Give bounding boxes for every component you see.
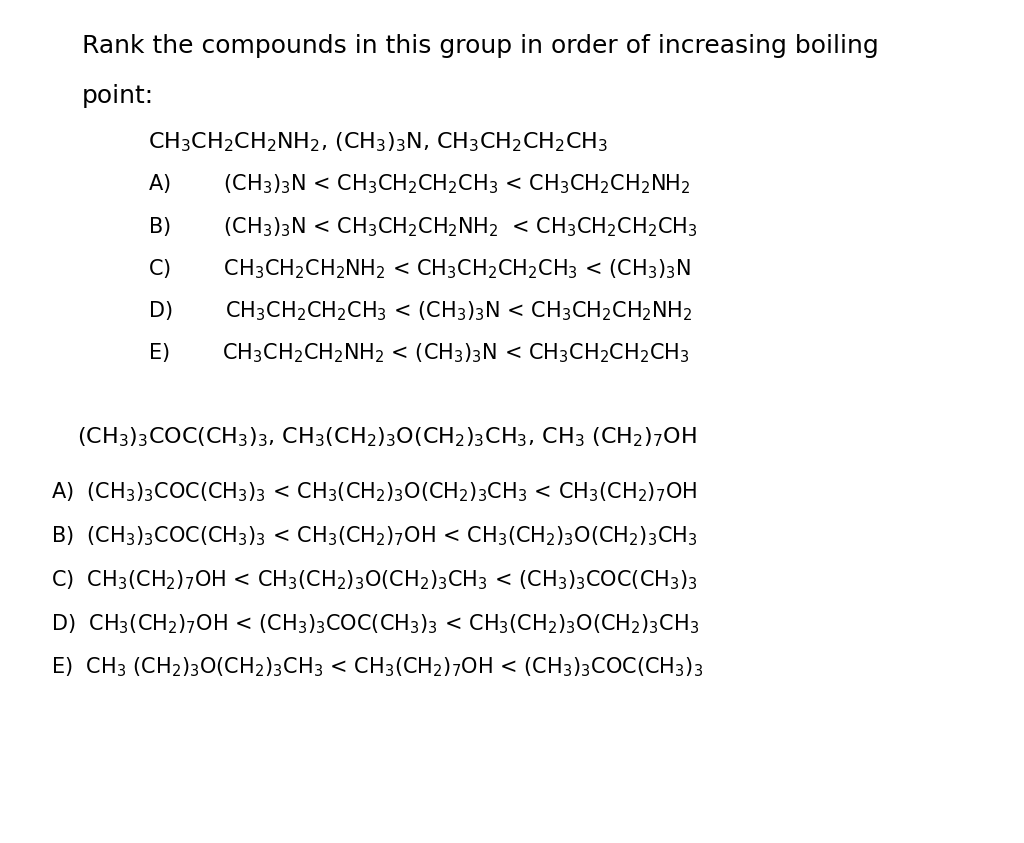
Text: (CH$_3$)$_3$COC(CH$_3$)$_3$, CH$_3$(CH$_2$)$_3$O(CH$_2$)$_3$CH$_3$, CH$_3$ (CH$_: (CH$_3$)$_3$COC(CH$_3$)$_3$, CH$_3$(CH$_… xyxy=(77,426,696,449)
Text: E)  CH$_3$ (CH$_2$)$_3$O(CH$_2$)$_3$CH$_3$ < CH$_3$(CH$_2$)$_7$OH < (CH$_3$)$_3$: E) CH$_3$ (CH$_2$)$_3$O(CH$_2$)$_3$CH$_3… xyxy=(51,656,703,679)
Text: E)        CH$_3$CH$_2$CH$_2$NH$_2$ < (CH$_3$)$_3$N < CH$_3$CH$_2$CH$_2$CH$_3$: E) CH$_3$CH$_2$CH$_2$NH$_2$ < (CH$_3$)$_… xyxy=(148,341,690,365)
Text: B)  (CH$_3$)$_3$COC(CH$_3$)$_3$ < CH$_3$(CH$_2$)$_7$OH < CH$_3$(CH$_2$)$_3$O(CH$: B) (CH$_3$)$_3$COC(CH$_3$)$_3$ < CH$_3$(… xyxy=(51,524,697,548)
Text: point:: point: xyxy=(82,84,154,108)
Text: D)        CH$_3$CH$_2$CH$_2$CH$_3$ < (CH$_3$)$_3$N < CH$_3$CH$_2$CH$_2$NH$_2$: D) CH$_3$CH$_2$CH$_2$CH$_3$ < (CH$_3$)$_… xyxy=(148,299,693,323)
Text: A)        (CH$_3$)$_3$N < CH$_3$CH$_2$CH$_2$CH$_3$ < CH$_3$CH$_2$CH$_2$NH$_2$: A) (CH$_3$)$_3$N < CH$_3$CH$_2$CH$_2$CH$… xyxy=(148,173,691,196)
Text: D)  CH$_3$(CH$_2$)$_7$OH < (CH$_3$)$_3$COC(CH$_3$)$_3$ < CH$_3$(CH$_2$)$_3$O(CH$: D) CH$_3$(CH$_2$)$_7$OH < (CH$_3$)$_3$CO… xyxy=(51,612,699,636)
Text: C)        CH$_3$CH$_2$CH$_2$NH$_2$ < CH$_3$CH$_2$CH$_2$CH$_3$ < (CH$_3$)$_3$N: C) CH$_3$CH$_2$CH$_2$NH$_2$ < CH$_3$CH$_… xyxy=(148,257,691,281)
Text: A)  (CH$_3$)$_3$COC(CH$_3$)$_3$ < CH$_3$(CH$_2$)$_3$O(CH$_2$)$_3$CH$_3$ < CH$_3$: A) (CH$_3$)$_3$COC(CH$_3$)$_3$ < CH$_3$(… xyxy=(51,481,697,504)
Text: B)        (CH$_3$)$_3$N < CH$_3$CH$_2$CH$_2$NH$_2$  < CH$_3$CH$_2$CH$_2$CH$_3$: B) (CH$_3$)$_3$N < CH$_3$CH$_2$CH$_2$NH$… xyxy=(148,215,698,239)
Text: C)  CH$_3$(CH$_2$)$_7$OH < CH$_3$(CH$_2$)$_3$O(CH$_2$)$_3$CH$_3$ < (CH$_3$)$_3$C: C) CH$_3$(CH$_2$)$_7$OH < CH$_3$(CH$_2$)… xyxy=(51,568,698,592)
Text: CH$_3$CH$_2$CH$_2$NH$_2$, (CH$_3$)$_3$N, CH$_3$CH$_2$CH$_2$CH$_3$: CH$_3$CH$_2$CH$_2$NH$_2$, (CH$_3$)$_3$N,… xyxy=(148,131,608,154)
Text: Rank the compounds in this group in order of increasing boiling: Rank the compounds in this group in orde… xyxy=(82,34,879,57)
